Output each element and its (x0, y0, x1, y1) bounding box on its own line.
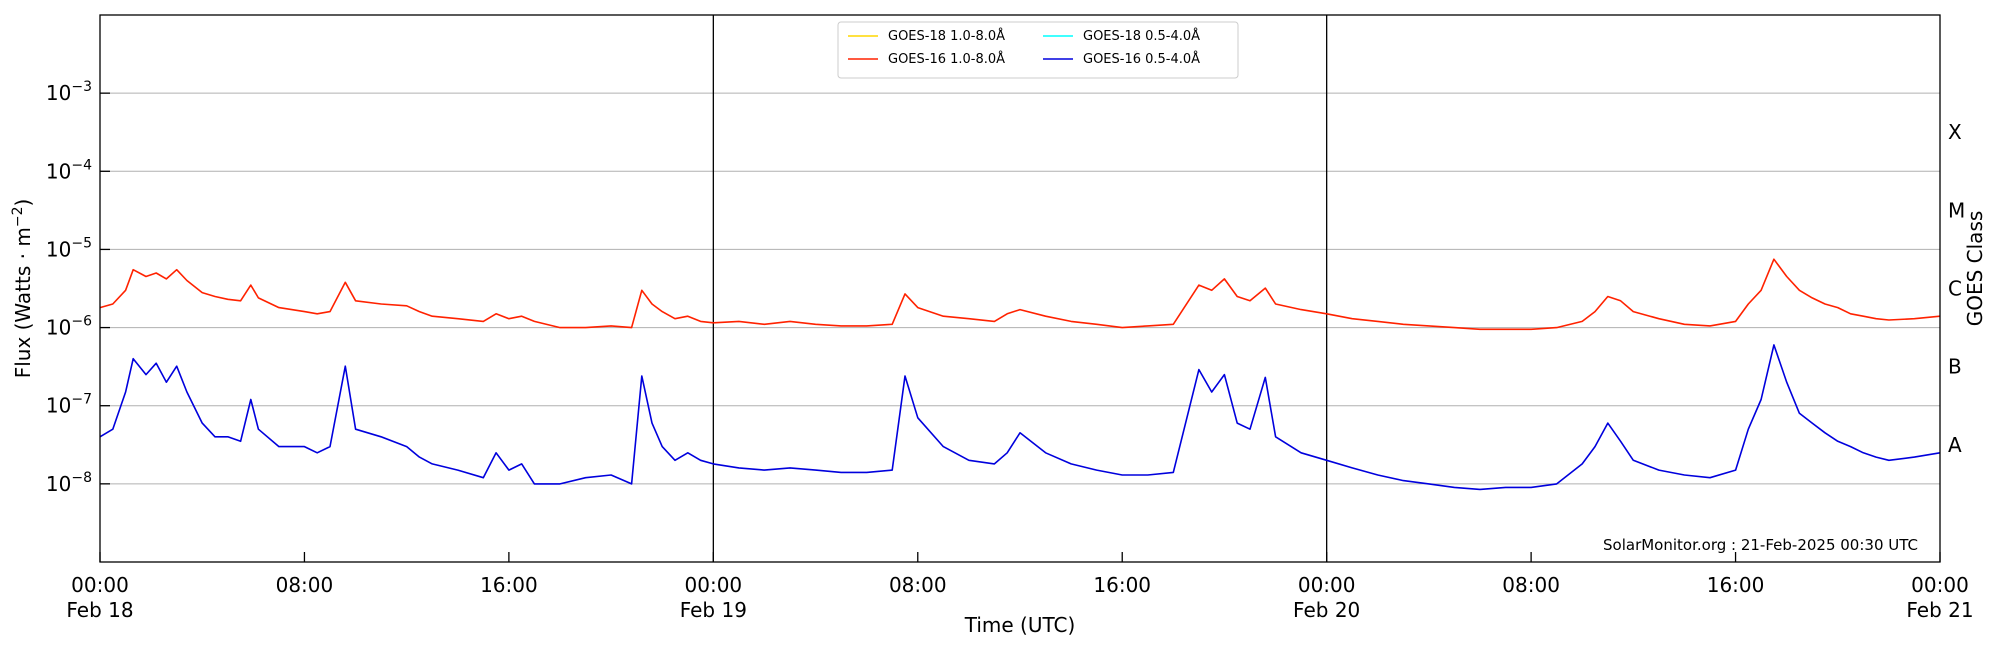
y-tick-label: 10−5 (46, 235, 92, 261)
legend: GOES-18 1.0-8.0Å GOES-16 1.0-8.0Å GOES-18 … (837, 21, 1239, 79)
x-tick-time-label: 16:00 (1707, 573, 1765, 597)
x-tick-date-label: Feb 20 (1293, 598, 1360, 622)
goes-class-axis-title: GOES Class (1963, 211, 1987, 327)
y-tick-base: 10 (46, 159, 71, 183)
y-tick-base: 10 (46, 81, 71, 105)
y-tick-label: 10−3 (46, 79, 92, 105)
y-tick-base: 10 (46, 394, 71, 418)
y-tick-exponent: −6 (71, 314, 92, 330)
series-line-2 (99, 258, 1941, 331)
y-tick-label: 10−6 (46, 314, 92, 340)
y-axis-title-close: ) (11, 199, 35, 207)
x-tick-time-label: 00:00 (71, 573, 129, 597)
legend-label-3: GOES-18 0.5-4.0Å (1083, 28, 1200, 44)
goes-class-label: B (1948, 355, 1962, 379)
goes-class-label: C (1948, 277, 1962, 301)
y-tick-label: 10−4 (46, 157, 92, 183)
y-tick-exponent: −5 (71, 235, 92, 251)
y-tick-exponent: −7 (71, 392, 92, 408)
y-tick-base: 10 (46, 316, 71, 340)
series-layer (99, 258, 1941, 491)
goes-class-labels: A B C M X (1948, 120, 1965, 457)
legend-label-2: GOES-16 1.0-8.0Å (888, 51, 1005, 67)
y-axis-title-exponent: −2 (10, 207, 26, 228)
x-tick-time-label: 16:00 (480, 573, 538, 597)
y-tick-exponent: −3 (71, 79, 92, 95)
x-tick-date-label: Feb 19 (680, 598, 747, 622)
y-tick-label: 10−7 (46, 392, 92, 418)
y-tick-label: 10−8 (46, 470, 92, 496)
y-axis-title: Flux (Watts · m−2) (10, 199, 35, 379)
legend-label-1: GOES-18 1.0-8.0Å (888, 28, 1005, 44)
x-axis-title: Time (UTC) (964, 613, 1076, 637)
x-tick-time-label: 08:00 (889, 573, 947, 597)
x-tick-time-label: 08:00 (276, 573, 334, 597)
x-tick-time-label: 00:00 (1298, 573, 1356, 597)
y-tick-exponent: −8 (71, 470, 92, 486)
grid-layer (100, 92, 1940, 485)
x-tick-date-label: Feb 18 (66, 598, 133, 622)
goes-class-label: X (1948, 120, 1962, 144)
x-tick-date-label: Feb 21 (1906, 598, 1973, 622)
x-tick-time-label: 08:00 (1502, 573, 1560, 597)
series-line-4 (99, 344, 1941, 491)
y-tick-base: 10 (46, 472, 71, 496)
y-tick-base: 10 (46, 237, 71, 261)
x-tick-time-label: 00:00 (685, 573, 743, 597)
y-axis-title-main: Flux (Watts · m (11, 227, 35, 378)
y-tick-exponent: −4 (71, 157, 92, 173)
day-boundary-lines (712, 15, 1328, 562)
x-tick-time-label: 00:00 (1911, 573, 1969, 597)
x-tick-time-label: 16:00 (1093, 573, 1151, 597)
goes-class-label: M (1948, 198, 1965, 222)
credit-text: SolarMonitor.org : 21-Feb-2025 00:30 UTC (1603, 536, 1918, 554)
legend-box (837, 21, 1239, 79)
plot-frame (99, 14, 1941, 563)
legend-items: GOES-18 1.0-8.0Å GOES-16 1.0-8.0Å GOES-18 … (848, 28, 1200, 67)
legend-label-4: GOES-16 0.5-4.0Å (1083, 51, 1200, 67)
goes-class-label: A (1948, 433, 1962, 457)
